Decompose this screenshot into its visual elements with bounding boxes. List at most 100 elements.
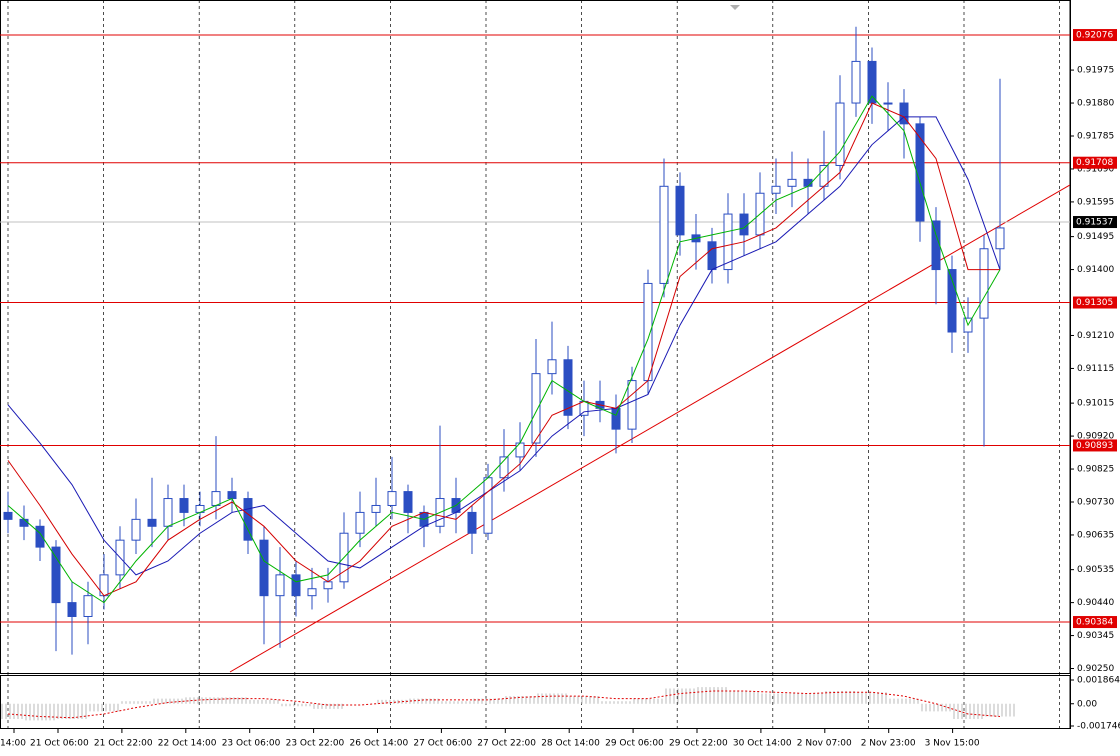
candle-body (291, 574, 301, 597)
x-tick-label: 29 Oct 06:00 (605, 739, 664, 749)
y-tick-label: 0.91880 (1077, 99, 1114, 109)
candle-body (211, 491, 221, 506)
candle-body (387, 491, 397, 506)
x-tick-label: 28 Oct 14:00 (541, 739, 600, 749)
moving-average (7, 95, 1001, 604)
candle-body (259, 539, 269, 597)
current-price-box (1073, 216, 1117, 229)
level-label: 0.92076 (1076, 31, 1113, 41)
candle-body (851, 60, 861, 104)
candle-body (915, 123, 925, 222)
candle-body (899, 102, 909, 125)
candle-body (355, 511, 365, 534)
osc-tick-label: 0.00 (1077, 699, 1097, 709)
candle-body (243, 498, 253, 541)
candle-body (227, 491, 237, 500)
level-label: 0.90893 (1076, 441, 1113, 451)
candle-body (739, 213, 749, 236)
candle-body (979, 248, 989, 319)
level-label-box (1073, 29, 1117, 42)
candle-body (883, 102, 893, 105)
candle-body (467, 511, 477, 534)
y-tick-label: 0.90440 (1077, 598, 1114, 608)
x-tick-label: 3 Nov 15:00 (925, 739, 980, 749)
x-tick-label: 2 Nov 07:00 (797, 739, 852, 749)
osc-signal (7, 690, 1001, 719)
y-tick-label: 0.91785 (1077, 131, 1114, 141)
level-label-box (1073, 296, 1117, 309)
level-label: 0.90384 (1076, 618, 1113, 628)
candle-body (579, 400, 589, 416)
candle-body (771, 185, 781, 194)
level-label-box (1073, 439, 1117, 452)
y-tick-label: 0.91115 (1077, 364, 1114, 374)
candle-body (835, 102, 845, 166)
y-tick-label: 0.91400 (1077, 265, 1114, 275)
candle-body (515, 442, 525, 458)
candle-body (163, 498, 173, 527)
candle-body (323, 581, 333, 590)
trendline (229, 184, 1071, 673)
x-tick-label: 21 Oct 06:00 (30, 739, 89, 749)
candle-body (275, 574, 285, 597)
y-tick-label: 0.90535 (1077, 565, 1114, 575)
y-tick-label: 0.91975 (1077, 66, 1114, 76)
x-tick-label: 21 Oct 22:00 (94, 739, 153, 749)
candle-body (83, 595, 93, 617)
candle-body (403, 491, 413, 513)
candle-body (995, 227, 1005, 250)
x-tick-label: 30 Oct 14:00 (733, 739, 792, 749)
x-tick-label: 27 Oct 22:00 (477, 739, 536, 749)
y-tick-label: 0.90730 (1077, 498, 1114, 508)
x-tick-label: 14:00 (0, 739, 26, 749)
y-tick-label: 0.91690 (1077, 164, 1114, 174)
osc-tick-label: 0.001864 (1077, 676, 1120, 686)
candle-body (371, 504, 381, 513)
candle-body (35, 525, 45, 548)
shift-marker (730, 5, 740, 10)
candle-body (627, 380, 637, 430)
y-tick-label: 0.90635 (1077, 530, 1114, 540)
candle-body (563, 359, 573, 416)
candle-body (307, 588, 317, 597)
current-price-label: 0.91537 (1076, 218, 1113, 228)
candle-body (483, 477, 493, 534)
x-tick-label: 26 Oct 14:00 (350, 739, 409, 749)
x-tick-label: 27 Oct 06:00 (413, 739, 472, 749)
candle-body (51, 546, 61, 604)
candle-body (659, 185, 669, 284)
candle-body (707, 241, 717, 271)
candle-body (179, 498, 189, 513)
y-tick-label: 0.91210 (1077, 331, 1114, 341)
candle-body (787, 178, 797, 187)
y-tick-label: 0.90250 (1077, 664, 1114, 674)
candle-body (931, 220, 941, 271)
x-tick-label: 23 Oct 06:00 (222, 739, 281, 749)
candle-body (67, 602, 77, 617)
candle-body (531, 373, 541, 444)
level-label-box (1073, 616, 1117, 629)
level-label-box (1073, 156, 1117, 169)
candle-body (723, 213, 733, 271)
level-label: 0.91708 (1076, 158, 1113, 168)
x-tick-label: 23 Oct 22:00 (286, 739, 345, 749)
moving-average (7, 116, 1001, 576)
level-label: 0.91305 (1076, 298, 1113, 308)
y-tick-label: 0.91595 (1077, 197, 1114, 207)
x-tick-label: 2 Nov 23:00 (861, 739, 916, 749)
candle-body (611, 407, 621, 430)
candle-body (547, 359, 557, 375)
x-tick-label: 29 Oct 22:00 (669, 739, 728, 749)
candle-body (131, 518, 141, 541)
x-tick-label: 22 Oct 14:00 (158, 739, 217, 749)
moving-average (7, 102, 1000, 597)
y-tick-label: 0.91495 (1077, 232, 1114, 242)
osc-tick-label: -0.001746 (1077, 722, 1120, 732)
y-tick-label: 0.90920 (1077, 432, 1114, 442)
candle-body (147, 518, 157, 527)
candle-body (947, 269, 957, 333)
y-tick-label: 0.90345 (1077, 631, 1114, 641)
